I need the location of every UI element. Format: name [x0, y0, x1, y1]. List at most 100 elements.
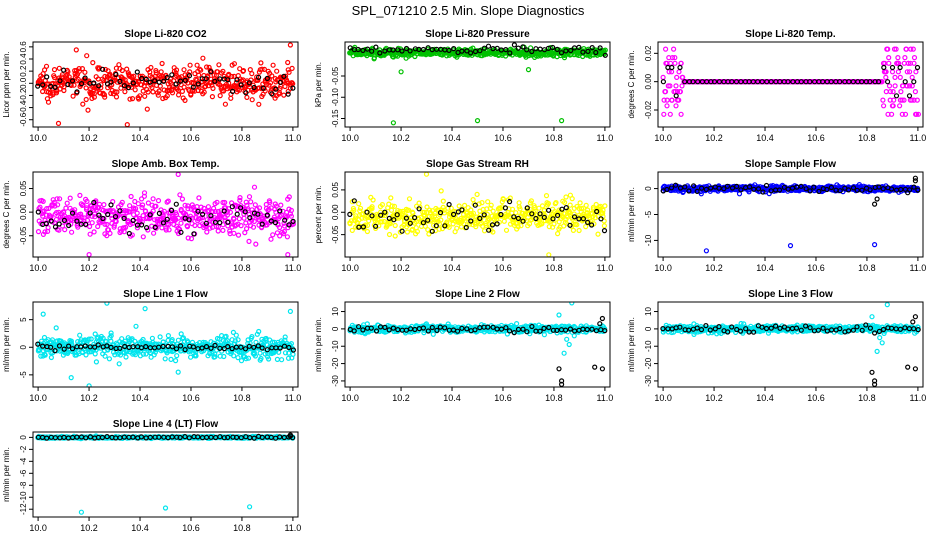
- y-axis-label: degrees C per min.: [2, 180, 11, 248]
- outlier-point: [69, 376, 73, 380]
- data-point: [674, 94, 678, 98]
- x-tick-label: 10.4: [443, 263, 461, 273]
- panel-title: Slope Li-820 CO2: [124, 29, 207, 40]
- data-point: [253, 185, 257, 189]
- y-axis-label: ml/min per min.: [2, 317, 11, 372]
- x-tick-label: 10.2: [392, 133, 410, 143]
- data-point: [57, 222, 61, 226]
- points: [661, 47, 920, 116]
- data-point: [390, 208, 394, 212]
- data-point: [37, 230, 41, 234]
- x-tick-label: 10.2: [392, 263, 410, 273]
- data-point: [45, 75, 49, 79]
- points: [661, 176, 920, 253]
- y-axis-label: degrees C per min.: [627, 50, 636, 118]
- x-tick-label: 10.6: [807, 263, 825, 273]
- data-point: [915, 98, 919, 102]
- x-tick-label: 10.4: [443, 133, 461, 143]
- data-point: [603, 204, 607, 208]
- data-point: [180, 197, 184, 201]
- data-point: [275, 357, 279, 361]
- data-point: [236, 356, 240, 360]
- data-point: [584, 203, 588, 207]
- data-point: [54, 326, 58, 330]
- data-point: [556, 232, 560, 236]
- data-point: [221, 228, 225, 232]
- y-tick-label: 0: [331, 326, 340, 331]
- data-point: [388, 233, 392, 237]
- x-tick-label: 10.8: [233, 133, 251, 143]
- data-point: [673, 61, 677, 65]
- data-point: [564, 195, 568, 199]
- data-point: [881, 98, 885, 102]
- outlier-point: [391, 121, 395, 125]
- data-point: [216, 229, 220, 233]
- data-point: [120, 69, 124, 73]
- y-tick-label: 0.2: [19, 65, 28, 77]
- data-point: [53, 85, 57, 89]
- data-point: [210, 95, 214, 99]
- data-point: [157, 199, 161, 203]
- data-point: [151, 90, 155, 94]
- data-point: [65, 201, 69, 205]
- data-point: [218, 94, 222, 98]
- data-point: [916, 66, 920, 70]
- data-point: [179, 332, 183, 336]
- x-tick-label: 10.8: [858, 263, 876, 273]
- data-point: [217, 63, 221, 67]
- data-point: [72, 83, 76, 87]
- data-point: [103, 354, 107, 358]
- data-point: [882, 104, 886, 108]
- data-point: [85, 54, 89, 58]
- data-point: [240, 359, 244, 363]
- data-point: [896, 70, 900, 74]
- data-point: [570, 197, 574, 201]
- data-point: [515, 322, 519, 326]
- panel-title: Slope Line 2 Flow: [435, 289, 520, 300]
- data-point: [189, 355, 193, 359]
- data-point: [884, 90, 888, 94]
- x-tick-label: 10.2: [705, 133, 723, 143]
- x-tick-label: 10.0: [29, 133, 47, 143]
- data-point: [577, 229, 581, 233]
- y-tick-label: 0.05: [19, 180, 28, 196]
- outlier-point: [425, 172, 429, 176]
- y-tick-label: 10: [331, 307, 340, 316]
- data-point: [516, 46, 520, 50]
- data-point: [123, 90, 127, 94]
- panel-title: Slope Line 3 Flow: [748, 289, 833, 300]
- data-point: [483, 229, 487, 233]
- x-tick-label: 10.6: [182, 393, 200, 403]
- y-axis-label: kPa per min.: [314, 62, 323, 107]
- figure-title: SPL_071210 2.5 Min. Slope Diagnostics: [352, 3, 585, 18]
- data-point: [195, 63, 199, 67]
- y-tick-label: 0.00: [331, 204, 340, 220]
- points: [661, 303, 920, 387]
- data-point: [512, 43, 516, 47]
- data-point: [243, 231, 247, 235]
- y-tick-label: -10: [644, 234, 653, 246]
- data-point: [417, 201, 421, 205]
- points: [36, 43, 295, 127]
- data-point: [102, 203, 106, 207]
- y-tick-label: -0.05: [331, 66, 340, 85]
- data-point: [205, 230, 209, 234]
- data-point: [151, 197, 155, 201]
- data-point: [275, 69, 279, 73]
- data-point: [117, 63, 121, 67]
- data-point: [441, 199, 445, 203]
- y-tick-label: -0.05: [331, 225, 340, 244]
- y-tick-label: 0: [644, 186, 653, 191]
- outlier-point: [87, 253, 91, 257]
- x-tick-label: 11.0: [284, 133, 301, 143]
- data-point: [257, 102, 261, 106]
- data-point: [201, 56, 205, 60]
- outlier-point: [565, 337, 569, 341]
- x-tick-label: 10.2: [705, 263, 723, 273]
- data-point: [678, 66, 682, 70]
- outlier-point: [562, 351, 566, 355]
